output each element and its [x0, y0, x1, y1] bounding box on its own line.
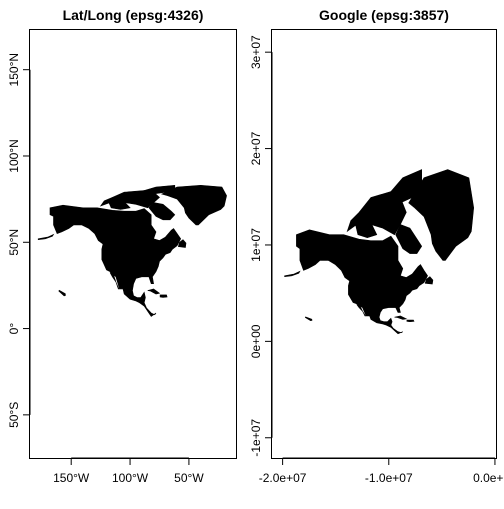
landmass-ellesmere-island — [143, 184, 176, 195]
landmass-hawaii — [58, 289, 66, 297]
y-axis: 50°S 0° 50°N 100°N 150°N — [7, 53, 31, 428]
x-tick-label: 50°W — [174, 471, 204, 485]
y-axis: -1e+07 0e+00 1e+07 2e+07 3e+07 — [249, 35, 273, 457]
landmass-baffin-island — [148, 202, 176, 221]
x-tick-label: 100°W — [112, 471, 149, 485]
landmass-newfoundland — [424, 276, 434, 285]
y-tick-label: 0° — [7, 323, 21, 335]
landmass-aleutians — [37, 233, 55, 241]
landmass-canada-usa-mainland — [296, 229, 428, 335]
x-axis: -2.0e+07 -1.0e+07 0.0e+00 — [259, 457, 504, 485]
x-tick-label: -2.0e+07 — [259, 471, 307, 485]
y-tick-label: 50°S — [7, 402, 21, 428]
y-tick-label: 100°N — [7, 139, 21, 173]
landmass-group — [37, 184, 227, 317]
landmass-baffin-island — [395, 224, 423, 254]
landmass-hawaii — [304, 316, 313, 322]
x-axis: 150°W 100°W 50°W — [53, 457, 204, 485]
x-tick-label: 0.0e+00 — [473, 471, 504, 485]
panel-google: Google (epsg:3857) -2.0e+07 -1.0e+07 0.0e+… — [249, 7, 504, 485]
landmass-group — [284, 169, 475, 335]
y-tick-label: 3e+07 — [249, 35, 263, 69]
landmass-ellesmere-island — [390, 169, 423, 204]
landmass-greenland — [160, 184, 227, 226]
y-tick-label: 2e+07 — [249, 131, 263, 165]
y-tick-label: 150°N — [7, 53, 21, 87]
x-tick-label: 150°W — [53, 471, 90, 485]
y-tick-label: 0e+00 — [249, 324, 263, 358]
y-tick-label: -1e+07 — [249, 419, 263, 457]
landmass-newfoundland — [177, 239, 187, 248]
landmass-hispaniola — [406, 319, 415, 323]
x-tick-label: -1.0e+07 — [365, 471, 413, 485]
y-tick-label: 1e+07 — [249, 228, 263, 262]
landmass-hispaniola — [159, 294, 168, 298]
panel-title: Lat/Long (epsg:4326) — [63, 7, 204, 23]
landmass-aleutians — [284, 270, 301, 278]
landmass-cuba — [147, 288, 161, 295]
landmass-canada-usa-mainland — [49, 204, 182, 317]
landmass-greenland — [408, 169, 475, 261]
panel-title: Google (epsg:3857) — [319, 7, 449, 23]
landmass-victoria-island — [355, 222, 378, 239]
panel-latlong: Lat/Long (epsg:4326) 150°W 100°W 50°W 50°S… — [7, 7, 237, 485]
landmass-baja-california — [356, 304, 367, 317]
landmass-baja-california — [109, 272, 120, 290]
landmass-victoria-island — [108, 201, 131, 210]
landmass-cuba — [394, 315, 408, 320]
y-tick-label: 50°N — [7, 229, 21, 256]
